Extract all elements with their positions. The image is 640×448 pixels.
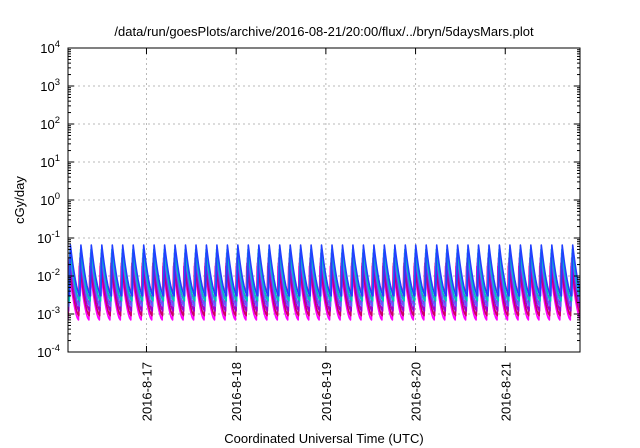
y-axis: 10-4 10-3 10-2 10-1 100 101 102 103 104 [37, 39, 580, 360]
series-line [68, 244, 580, 297]
series-line [68, 252, 580, 307]
y-tick-label: 10-1 [37, 229, 60, 246]
y-tick-label: 104 [40, 39, 60, 56]
series-line [68, 257, 580, 312]
x-tick-label: 2016-8-20 [409, 362, 424, 421]
y-tick-label: 10-3 [37, 305, 60, 322]
y-tick-label: 10-2 [37, 267, 60, 284]
y-tick-label: 103 [40, 77, 60, 94]
x-tick-label: 2016-8-17 [139, 362, 154, 421]
x-axis: 2016-8-17 2016-8-18 2016-8-19 2016-8-20 2016… [139, 48, 513, 421]
y-tick-label: 10-4 [37, 343, 60, 360]
x-tick-label: 2016-8-21 [498, 362, 513, 421]
y-tick-label: 100 [40, 191, 60, 208]
x-axis-label: Coordinated Universal Time (UTC) [224, 431, 423, 446]
y-axis-label: cGy/day [12, 176, 27, 224]
x-tick-label: 2016-8-19 [319, 362, 334, 421]
y-tick-label: 102 [40, 115, 60, 132]
series-line [68, 262, 580, 317]
series-line [68, 265, 580, 321]
x-tick-label: 2016-8-18 [229, 362, 244, 421]
series-group [68, 244, 580, 321]
chart-title: /data/run/goesPlots/archive/2016-08-21/2… [114, 24, 534, 39]
series-line [68, 248, 580, 302]
y-tick-label: 101 [40, 153, 60, 170]
